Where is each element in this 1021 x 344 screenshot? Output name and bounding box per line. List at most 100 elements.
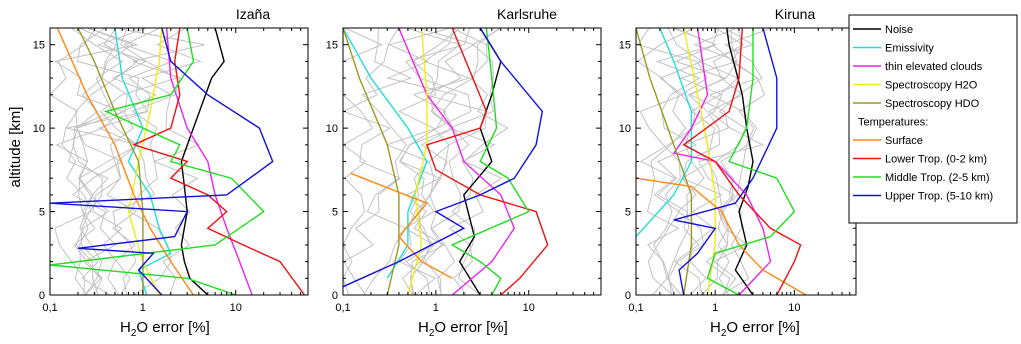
background-line [68, 28, 124, 295]
y-tick-label: 0 [332, 290, 338, 302]
y-tick-label: 15 [326, 40, 338, 52]
series-line-2 [636, 28, 693, 238]
x-axis-title-3: H2O error [%] [710, 319, 800, 339]
panel-2: 0,1 1 10 0 5 10 15 Karlsruhe [326, 6, 602, 314]
x-tick-label: 1 [140, 302, 146, 314]
legend-box [848, 14, 1018, 224]
panel-1: 0,1 1 10 0 5 10 15 Izaña [33, 6, 309, 314]
background-line [99, 28, 179, 295]
x-tick-label: 0,1 [628, 302, 643, 314]
background-line [343, 28, 402, 295]
series-line-1 [180, 28, 225, 295]
series-group [343, 28, 549, 295]
background-line [66, 28, 149, 295]
legend-label: Noise [885, 24, 913, 36]
series-line-2 [343, 28, 428, 279]
y-tick-label: 10 [619, 123, 631, 135]
background-lines [636, 28, 772, 295]
background-line [386, 28, 458, 295]
series-line-7 [682, 28, 802, 295]
y-tick-label: 5 [332, 207, 338, 219]
y-tick-label: 0 [39, 290, 45, 302]
series-line-8 [50, 28, 265, 295]
x-title-h: H [120, 319, 131, 336]
y-tick-label: 10 [33, 123, 45, 135]
x-tick-label: 0,1 [335, 302, 350, 314]
x-tick-label: 10 [230, 302, 242, 314]
series-line-2 [114, 28, 172, 295]
series-line-3 [165, 28, 253, 295]
legend-label: Surface [885, 135, 923, 147]
series-line-6 [636, 177, 807, 295]
series-line-5 [343, 28, 400, 295]
background-line [72, 28, 139, 295]
x-tick-label: 10 [523, 302, 535, 314]
legend-label: Spectroscopy HDO [885, 98, 980, 110]
background-line [398, 28, 461, 295]
background-line [385, 28, 471, 295]
legend-label: Emissivity [885, 43, 934, 55]
x-title-rest: O error [%] [434, 319, 507, 336]
series-group [50, 28, 306, 295]
x-tick-label: 0,1 [42, 302, 57, 314]
series-line-1 [726, 28, 754, 295]
series-line-3 [398, 28, 516, 295]
series-line-8 [450, 28, 530, 295]
series-line-9 [673, 28, 778, 295]
background-line [398, 28, 461, 295]
background-line [343, 28, 383, 295]
background-lines [343, 28, 509, 295]
series-line-6 [350, 172, 453, 279]
x-axis-title-2: H2O error [%] [418, 319, 508, 339]
y-tick-label: 5 [625, 207, 631, 219]
panel-title: Karlsruhe [497, 6, 557, 22]
background-line [708, 28, 759, 295]
x-title-sub: 2 [429, 328, 435, 339]
series-line-8 [706, 28, 796, 295]
x-title-rest: O error [%] [136, 319, 209, 336]
legend-label: Spectroscopy H2O [885, 80, 978, 92]
legend-label: Upper Trop. (5-10 km) [885, 191, 993, 203]
x-axis-title-1: H2O error [%] [120, 319, 210, 339]
legend-heading: Temperatures: [858, 117, 928, 129]
background-line [50, 28, 97, 295]
background-line [655, 28, 718, 295]
plot-frame [635, 27, 857, 296]
series-line-7 [131, 28, 306, 295]
x-tick-label: 1 [712, 302, 718, 314]
series-line-9 [50, 28, 274, 295]
panel-3: 0,1 1 10 0 5 10 15 Kiruna [619, 6, 857, 314]
series-group [636, 28, 807, 295]
y-tick-label: 15 [33, 40, 45, 52]
y-tick-label: 15 [619, 40, 631, 52]
x-title-rest: O error [%] [726, 319, 799, 336]
y-axis-title: altitude [km] [7, 107, 24, 188]
background-line [75, 28, 118, 295]
series-line-4 [683, 28, 716, 295]
x-title-sub: 2 [131, 328, 137, 339]
plot-frame [342, 27, 602, 296]
y-tick-label: 0 [625, 290, 631, 302]
series-line-5 [636, 28, 693, 295]
legend-label: Middle Trop. (2-5 km) [885, 172, 990, 184]
series-line-9 [343, 28, 544, 288]
x-title-h: H [418, 319, 429, 336]
x-tick-label: 10 [788, 302, 800, 314]
series-line-6 [56, 28, 194, 295]
background-line [448, 28, 502, 295]
background-line [361, 28, 413, 295]
legend-label: Lower Trop. (0-2 km) [885, 154, 987, 166]
background-line [697, 28, 764, 295]
background-line [430, 28, 500, 295]
legend-label: thin elevated clouds [885, 61, 983, 73]
x-title-h: H [710, 319, 721, 336]
series-line-4 [407, 28, 428, 295]
panel-title: Kiruna [775, 6, 816, 22]
series-line-7 [425, 28, 549, 295]
legend: Noise Emissivity thin elevated clouds Spect… [848, 14, 1018, 224]
y-tick-label: 5 [39, 207, 45, 219]
background-line [418, 28, 487, 295]
x-title-sub: 2 [721, 328, 727, 339]
